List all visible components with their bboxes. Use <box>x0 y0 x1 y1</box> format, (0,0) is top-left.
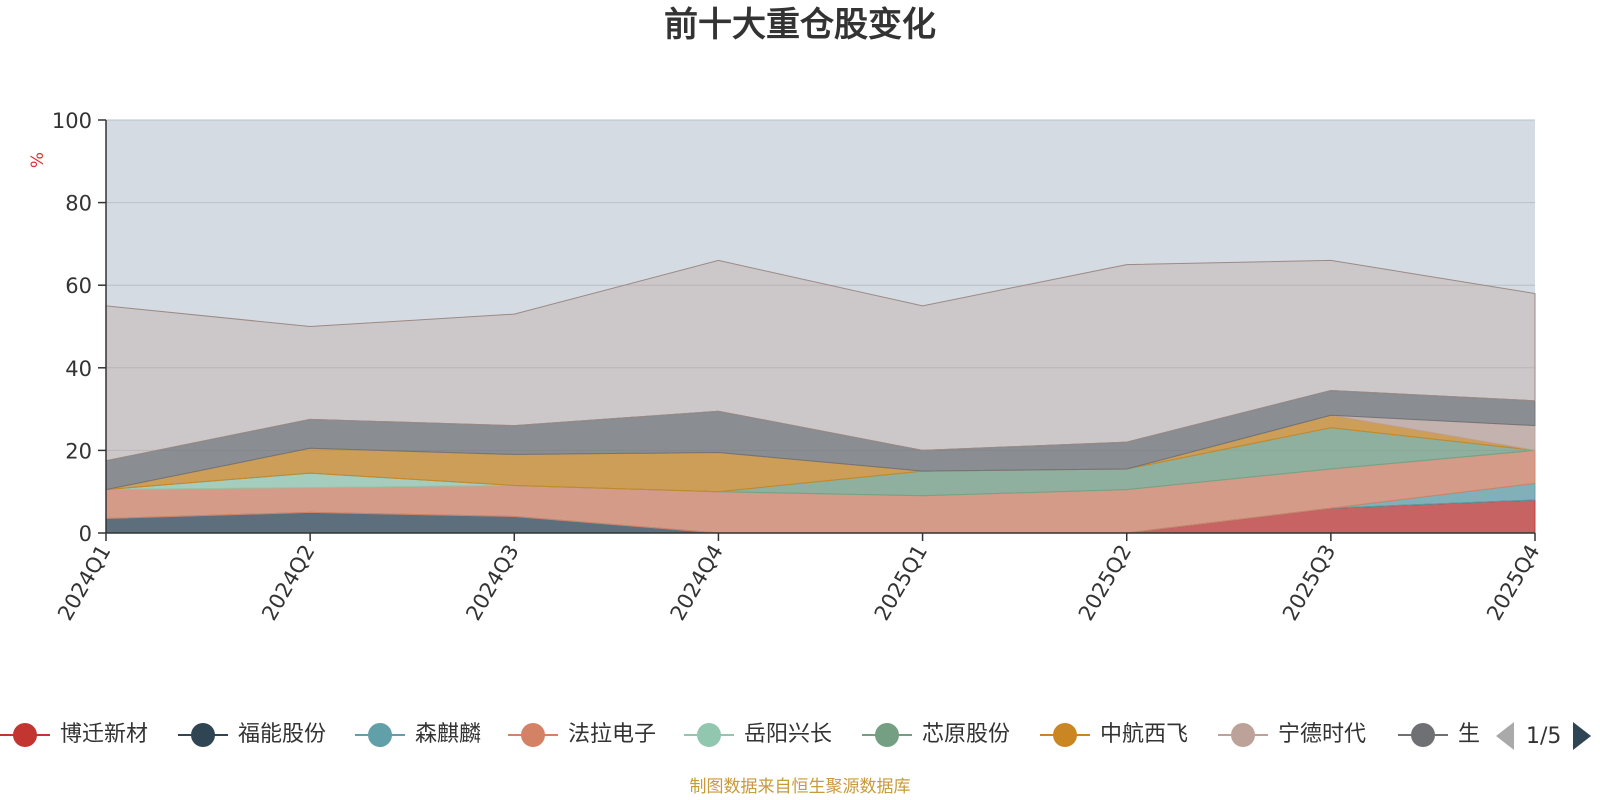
x-tick-label: 2024Q2 <box>257 541 319 625</box>
legend: 博迁新材 福能股份 森麒麟 法拉电子 岳阳兴长 芯原股份 中航西飞 宁德时代 生 <box>0 718 1488 752</box>
legend-marker-icon <box>1040 722 1090 748</box>
legend-pager: 1/5 <box>1496 716 1592 756</box>
legend-item[interactable]: 博迁新材 <box>0 718 148 752</box>
y-tick-label: 60 <box>65 274 92 298</box>
legend-marker-icon <box>1398 722 1448 748</box>
legend-prev-page-icon[interactable] <box>1496 722 1514 750</box>
legend-label: 中航西飞 <box>1100 722 1189 747</box>
legend-label: 芯原股份 <box>922 722 1011 747</box>
x-tick-label: 2025Q4 <box>1482 541 1544 625</box>
legend-item[interactable]: 法拉电子 <box>508 718 656 752</box>
legend-marker-icon <box>684 722 734 748</box>
legend-label: 生 <box>1458 722 1481 747</box>
legend-item[interactable]: 宁德时代 <box>1218 718 1366 752</box>
x-tick-label: 2024Q1 <box>53 541 115 625</box>
y-tick-labels: 0 20 40 60 80 100 <box>52 109 92 546</box>
x-tick-label: 2025Q3 <box>1278 541 1340 625</box>
chart-title: 前十大重仓股变化 <box>664 5 936 45</box>
area-other-holdings <box>105 259 1536 462</box>
legend-label: 法拉电子 <box>568 722 657 747</box>
y-axis-unit-label: % <box>28 152 48 168</box>
x-tick-labels: 2024Q1 2024Q2 2024Q3 2024Q4 2025Q1 2025Q2 2025… <box>53 541 1544 625</box>
y-tick-label: 20 <box>65 439 92 463</box>
legend-item[interactable]: 森麒麟 <box>355 718 481 752</box>
legend-label: 森麒麟 <box>415 722 482 747</box>
legend-item[interactable]: 中航西飞 <box>1040 718 1188 752</box>
legend-item[interactable]: 芯原股份 <box>862 718 1010 752</box>
y-tick-label: 0 <box>79 522 92 546</box>
source-note: 制图数据来自恒生聚源数据库 <box>689 777 911 797</box>
legend-marker-icon <box>178 722 228 748</box>
legend-marker-icon <box>1218 722 1268 748</box>
x-tick-label: 2025Q1 <box>870 541 932 625</box>
x-tick-label: 2025Q2 <box>1074 541 1136 625</box>
legend-item[interactable]: 生 <box>1398 718 1480 752</box>
legend-next-page-icon[interactable] <box>1573 722 1592 750</box>
legend-marker-icon <box>355 722 405 748</box>
legend-label: 博迁新材 <box>60 722 149 747</box>
legend-page-indicator: 1/5 <box>1526 723 1562 749</box>
y-tick-label: 40 <box>65 357 92 381</box>
legend-label: 宁德时代 <box>1278 722 1367 747</box>
legend-label: 岳阳兴长 <box>744 722 833 747</box>
legend-label: 福能股份 <box>238 722 327 747</box>
legend-marker-icon <box>0 722 50 748</box>
x-tick-label: 2024Q3 <box>461 541 523 625</box>
legend-item[interactable]: 福能股份 <box>178 718 326 752</box>
legend-marker-icon <box>508 722 558 748</box>
legend-marker-icon <box>862 722 912 748</box>
axes <box>98 119 1536 541</box>
y-tick-label: 100 <box>52 109 92 133</box>
x-tick-label: 2024Q4 <box>665 541 727 625</box>
legend-item[interactable]: 岳阳兴长 <box>684 718 832 752</box>
y-tick-label: 80 <box>65 192 92 216</box>
